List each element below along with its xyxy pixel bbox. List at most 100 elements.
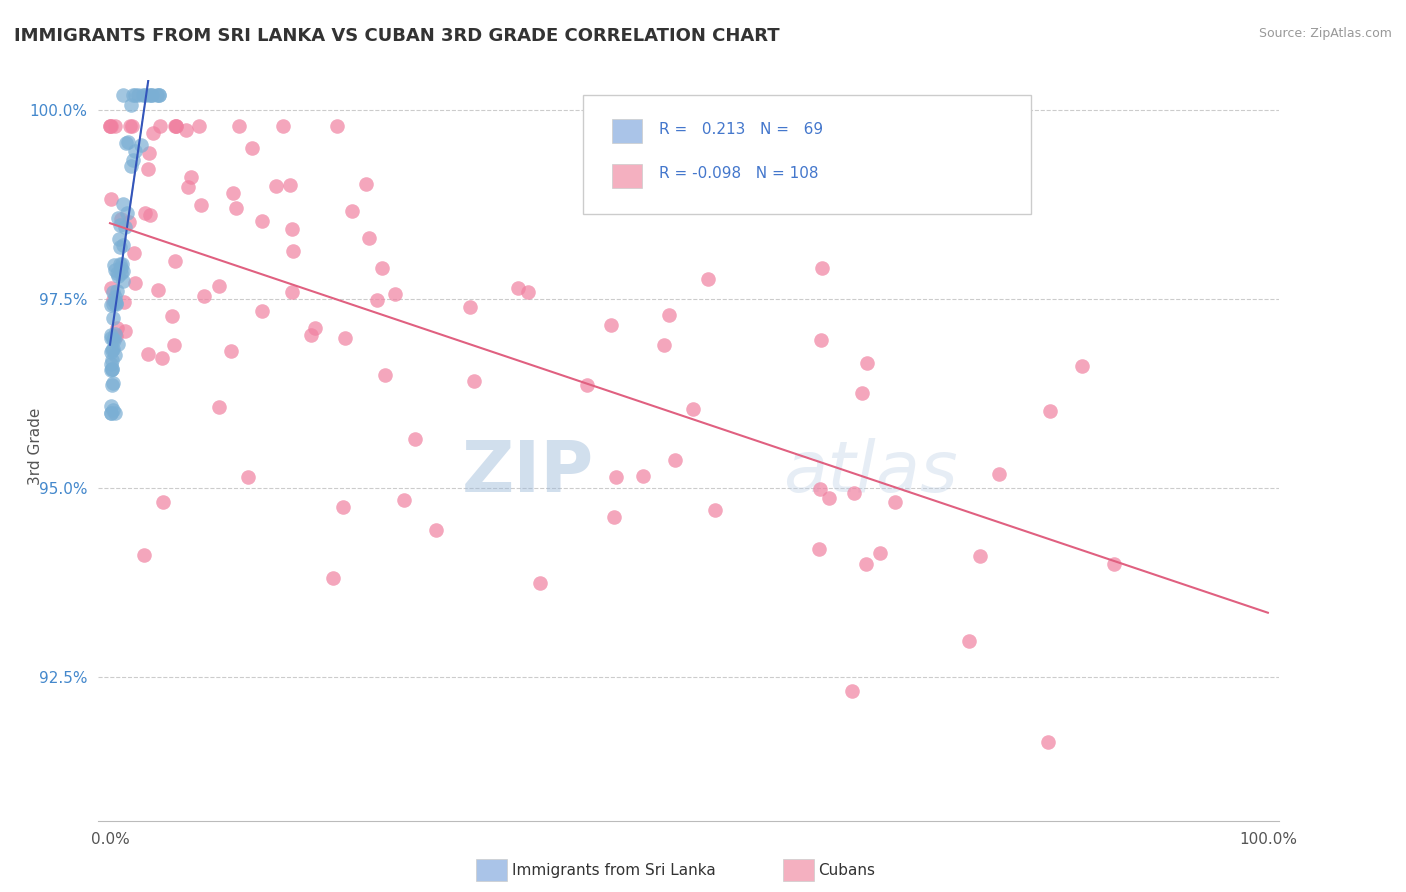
Point [842,485,865,500]
Point [124,276,146,290]
Point [100,363,122,377]
Point [807,541,830,556]
Point [664,453,686,467]
Point [117,135,139,149]
Point [100,357,122,371]
Text: Source: ZipAtlas.com: Source: ZipAtlas.com [1258,27,1392,40]
Point [104,348,127,362]
Point [222,186,245,200]
Point [108,256,131,270]
Point [115,206,138,220]
Point [136,346,159,360]
Point [100,119,122,133]
Point [225,201,247,215]
Point [631,469,654,483]
Point [108,232,131,246]
Point [101,293,124,307]
Point [987,467,1010,482]
FancyBboxPatch shape [612,163,641,187]
Point [107,268,129,283]
FancyBboxPatch shape [612,120,641,144]
Point [141,88,163,103]
Text: ZIP: ZIP [463,438,595,508]
Point [869,546,891,560]
Point [114,220,136,235]
Point [174,122,197,136]
Point [516,285,538,300]
Point [176,180,198,194]
Point [340,203,363,218]
Point [357,230,380,244]
Point [114,324,136,338]
Point [134,88,156,103]
Point [855,356,877,370]
Point [132,88,155,103]
Point [138,88,160,103]
Point [366,293,388,307]
Point [100,328,122,343]
Point [148,88,170,103]
Point [371,260,394,275]
Point [100,406,122,420]
Point [250,303,273,318]
Point [101,342,124,356]
Point [529,575,551,590]
Point [163,338,186,352]
Point [103,310,125,325]
Point [883,494,905,508]
Point [101,353,124,368]
Point [110,211,132,226]
Point [138,145,160,160]
Point [104,329,127,343]
Point [141,88,163,103]
Text: IMMIGRANTS FROM SRI LANKA VS CUBAN 3RD GRADE CORRELATION CHART: IMMIGRANTS FROM SRI LANKA VS CUBAN 3RD G… [14,27,780,45]
Point [101,362,124,376]
Point [333,331,356,345]
Point [160,310,183,324]
Point [120,119,142,133]
Point [242,140,264,154]
Point [599,318,621,333]
Point [250,214,273,228]
Point [100,119,122,133]
Point [120,97,142,112]
Point [105,297,128,311]
Point [104,262,127,277]
Point [139,208,162,222]
Point [271,119,294,133]
Point [129,138,152,153]
Point [332,500,354,515]
Point [463,374,485,388]
Point [506,281,529,295]
Point [704,184,727,198]
Point [108,240,131,254]
Point [127,88,149,103]
Point [146,88,169,103]
Point [180,170,202,185]
Point [110,219,132,233]
Point [107,211,129,226]
Point [100,298,122,312]
Point [100,119,122,133]
Point [104,295,127,310]
Point [104,294,127,309]
Point [817,491,839,506]
Point [280,285,302,299]
Point [103,258,125,272]
Text: R =   0.213   N =   69: R = 0.213 N = 69 [659,121,824,136]
Point [124,144,146,158]
Point [458,301,481,315]
Point [165,119,187,133]
Point [208,400,231,414]
Point [193,289,215,303]
Point [207,279,229,293]
Text: R = -0.098   N = 108: R = -0.098 N = 108 [659,166,818,181]
Point [165,119,187,133]
Point [100,280,122,294]
Point [1036,734,1059,748]
Point [105,321,128,335]
Point [101,361,124,376]
Point [100,399,122,413]
Point [101,297,124,311]
Point [652,338,675,352]
